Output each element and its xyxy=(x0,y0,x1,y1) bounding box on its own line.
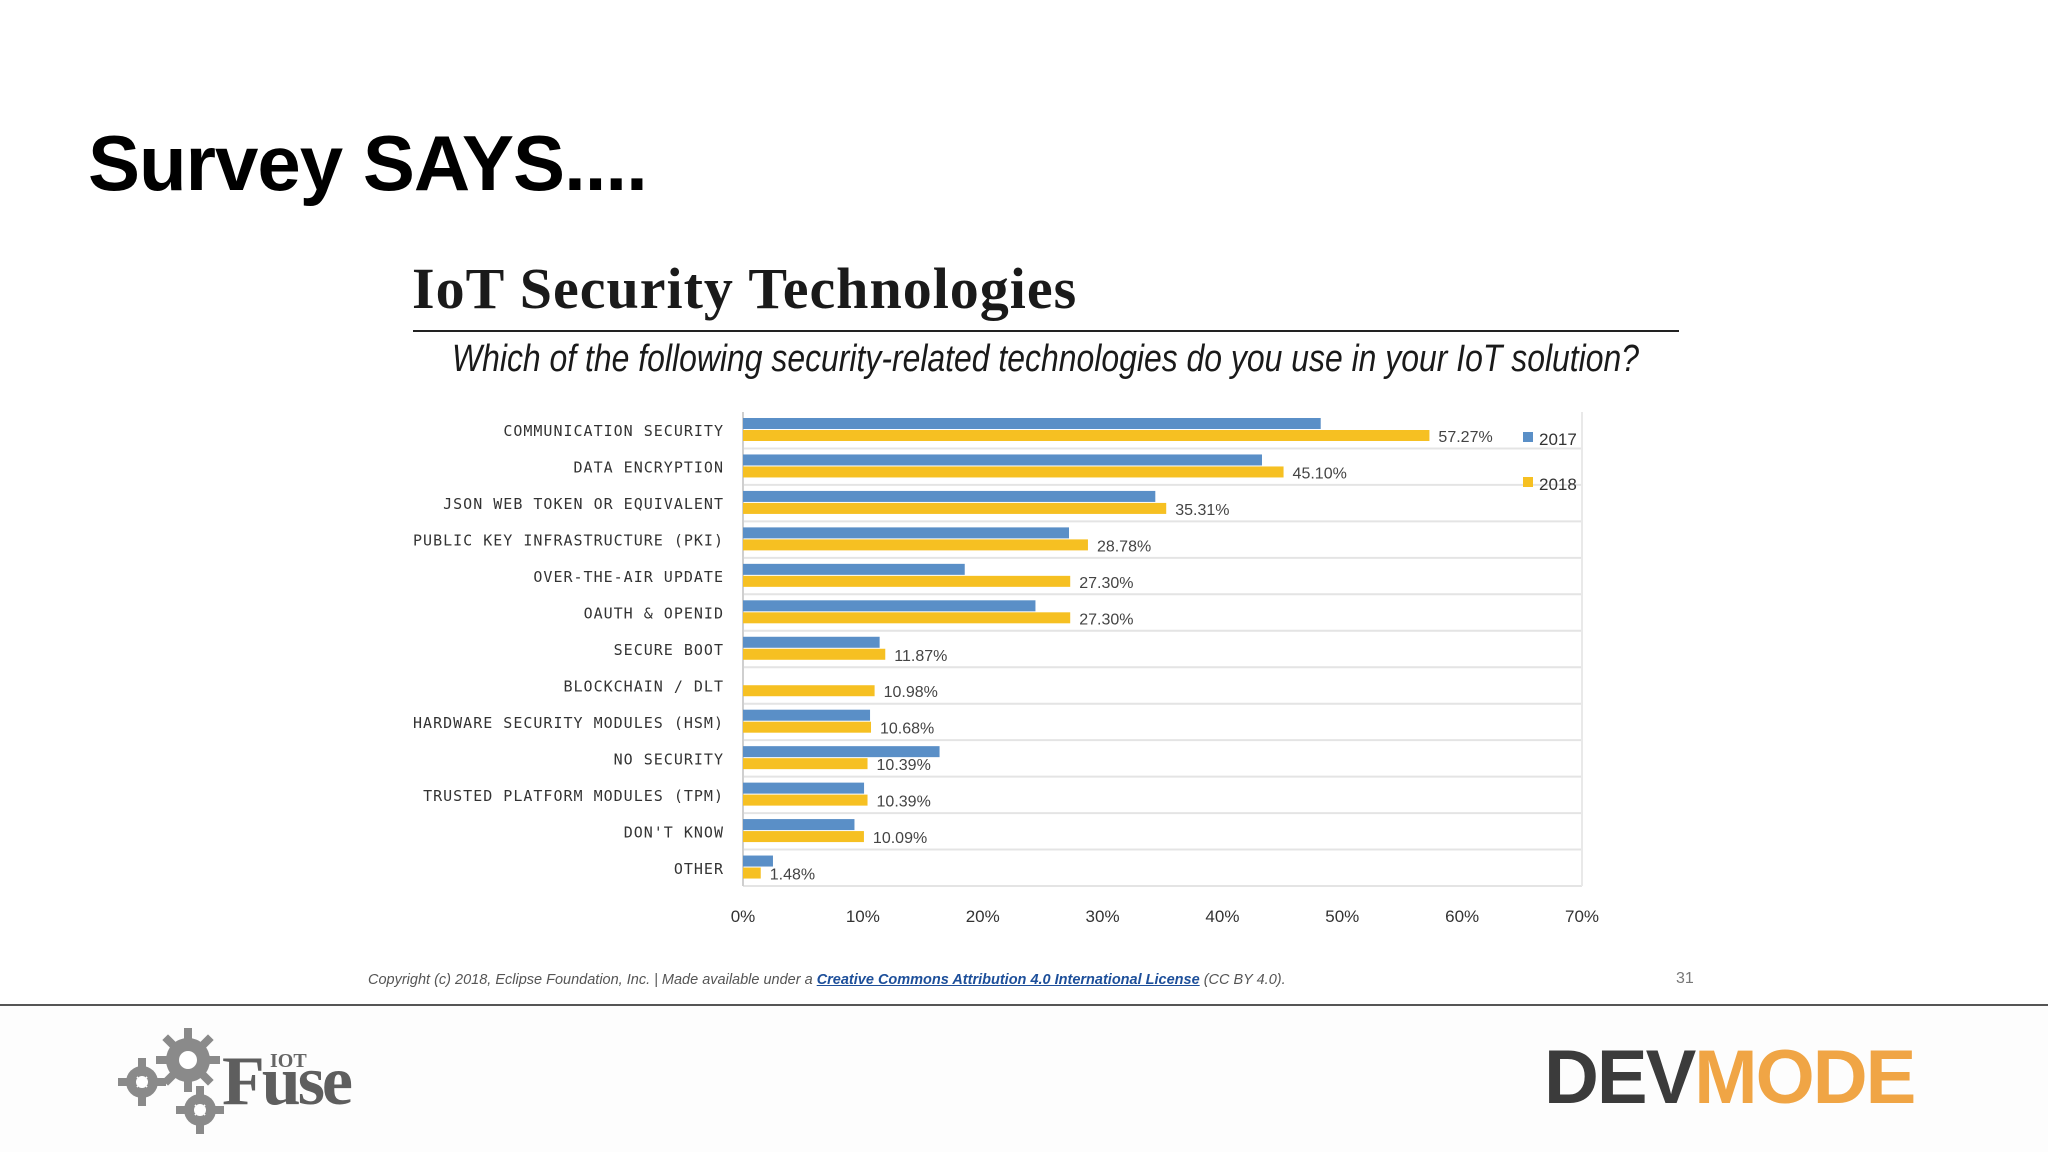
slide-title: Survey SAYS.... xyxy=(88,119,648,207)
data-label: 11.87% xyxy=(894,648,947,665)
bar-2018 xyxy=(743,685,875,697)
devmode-logo: DEVMODE xyxy=(1544,1040,1916,1116)
bar-2018 xyxy=(743,539,1088,551)
bar-2017 xyxy=(743,746,940,758)
legend-label-2017: 2017 xyxy=(1539,430,1577,449)
bar-2018 xyxy=(743,831,864,843)
bar-2018 xyxy=(743,612,1071,624)
bar-2018 xyxy=(743,466,1284,478)
legend-swatch-2017 xyxy=(1523,432,1533,442)
copyright-suffix: (CC BY 4.0). xyxy=(1199,972,1286,988)
x-tick-label: 40% xyxy=(1205,907,1239,926)
x-tick-label: 60% xyxy=(1445,907,1479,926)
bar-2018 xyxy=(743,758,868,770)
gears-logo-icon xyxy=(118,1028,224,1134)
logo-fuse-text: Fuse xyxy=(222,1043,353,1120)
bar-2017 xyxy=(743,819,855,831)
bar-2018 xyxy=(743,430,1430,441)
chart-title-rule xyxy=(413,330,1679,332)
bar-2018 xyxy=(743,575,1071,587)
category-label: OAUTH & OPENID xyxy=(584,605,724,623)
bar-2017 xyxy=(743,709,871,721)
chart-title: IoT Security Technologies xyxy=(412,256,1078,321)
license-link[interactable]: Creative Commons Attribution 4.0 Interna… xyxy=(816,972,1200,988)
page-number: 31 xyxy=(1676,970,1694,987)
category-label: NO SECURITY xyxy=(614,750,724,768)
x-tick-label: 20% xyxy=(966,907,1000,926)
data-label: 27.30% xyxy=(1079,611,1133,628)
category-label: COMMUNICATION SECURITY xyxy=(503,422,724,440)
bar-2017 xyxy=(743,855,773,867)
x-tick-label: 50% xyxy=(1325,907,1359,926)
data-label: 45.10% xyxy=(1293,465,1347,482)
category-label: TRUSTED PLATFORM MODULES (TPM) xyxy=(423,787,724,805)
bar-2018 xyxy=(743,867,761,879)
bar-2017 xyxy=(743,490,1156,502)
category-label: DATA ENCRYPTION xyxy=(574,459,724,477)
copyright-notice: Copyright (c) 2018, Eclipse Foundation, … xyxy=(368,972,1286,988)
bar-2018 xyxy=(743,502,1167,514)
data-label: 10.68% xyxy=(880,721,934,738)
data-label: 10.98% xyxy=(884,684,938,701)
logo-mode-text: MODE xyxy=(1694,1035,1916,1120)
x-tick-label: 0% xyxy=(731,907,756,926)
data-label: 10.39% xyxy=(877,794,931,811)
data-label: 1.48% xyxy=(770,867,815,884)
x-tick-label: 10% xyxy=(846,907,880,926)
data-label: 57.27% xyxy=(1438,429,1492,446)
logo-dev-text: DEV xyxy=(1544,1035,1696,1120)
data-label: 35.31% xyxy=(1175,502,1229,519)
bar-2017 xyxy=(743,418,1321,429)
bar-2017 xyxy=(743,600,1036,612)
bar-2018 xyxy=(743,794,868,806)
footer-divider xyxy=(0,1004,2048,1006)
legend-swatch-2018 xyxy=(1523,477,1533,487)
category-label: OVER-THE-AIR UPDATE xyxy=(533,568,724,586)
category-label: OTHER xyxy=(674,860,724,878)
data-label: 27.30% xyxy=(1079,575,1133,592)
chart-subtitle: Which of the following security-related … xyxy=(452,338,1640,380)
bar-2017 xyxy=(743,563,965,575)
data-label: 10.39% xyxy=(877,757,931,774)
category-label: JSON WEB TOKEN OR EQUIVALENT xyxy=(443,495,724,513)
bar-2017 xyxy=(743,636,880,648)
bar-2017 xyxy=(743,527,1070,539)
bar-2018 xyxy=(743,648,886,660)
copyright-prefix: Copyright (c) 2018, Eclipse Foundation, … xyxy=(368,972,817,988)
bar-2017 xyxy=(743,454,1262,466)
category-label: HARDWARE SECURITY MODULES (HSM) xyxy=(413,714,724,732)
x-tick-label: 70% xyxy=(1565,907,1599,926)
category-label: DON'T KNOW xyxy=(624,823,724,841)
category-label: SECURE BOOT xyxy=(614,641,724,659)
footer xyxy=(0,1006,2048,1152)
data-label: 10.09% xyxy=(873,830,927,847)
logo-iot-text: IOT xyxy=(270,1050,307,1072)
data-label: 28.78% xyxy=(1097,538,1151,555)
category-label: PUBLIC KEY INFRASTRUCTURE (PKI) xyxy=(413,532,724,550)
bar-2017 xyxy=(743,782,865,794)
legend-label-2018: 2018 xyxy=(1539,475,1577,494)
bar-chart: COMMUNICATION SECURITY 57.27% DATA ENCRYPT… xyxy=(413,412,1599,926)
x-tick-label: 30% xyxy=(1086,907,1120,926)
category-label: BLOCKCHAIN / DLT xyxy=(564,677,725,695)
bar-2018 xyxy=(743,721,872,733)
